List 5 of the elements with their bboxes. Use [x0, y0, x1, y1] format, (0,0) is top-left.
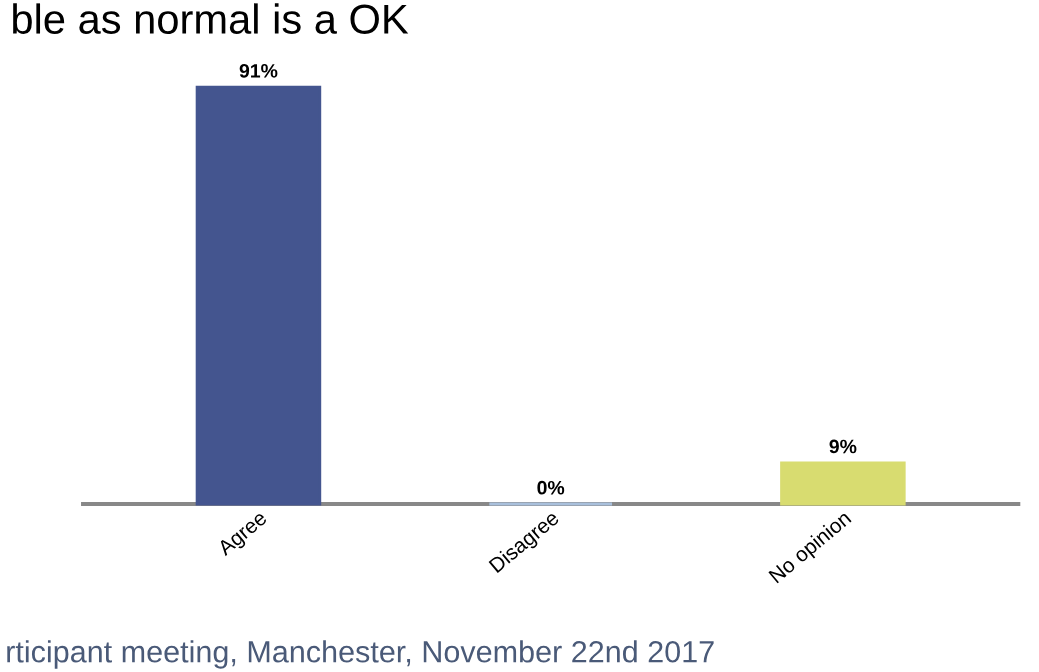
- data-label: 9%: [829, 439, 857, 454]
- data-label: 0%: [537, 480, 565, 495]
- data-label: 91%: [239, 63, 278, 78]
- text: rticipant meeting, Manchester, November 22nd 2017: [7, 640, 714, 669]
- chart-title: ble as normal is a OK: [13, 3, 409, 34]
